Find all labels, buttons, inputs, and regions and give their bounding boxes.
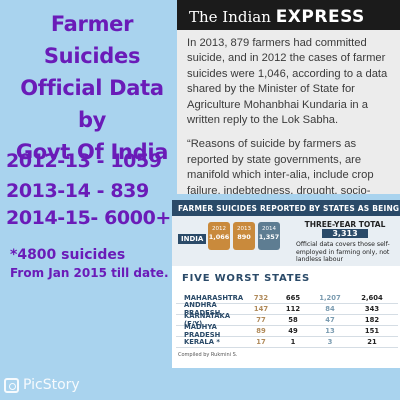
news-body: In 2013, 879 farmers had committed suici… — [177, 30, 400, 194]
news-paragraph-1: In 2013, 879 farmers had committed suici… — [187, 37, 388, 127]
stat-2014-15: 2014-15- 6000+ — [6, 207, 171, 229]
year-label: 2013 — [237, 226, 251, 232]
masthead-express: EXPRESS — [275, 7, 365, 27]
year-value: 890 — [237, 233, 251, 241]
cell: 2,604 — [361, 294, 383, 302]
cell: 1 — [290, 338, 296, 346]
table-row: KARNATAKA (F/Y) 77 58 47 182 — [176, 312, 398, 328]
state-name: ANDHRA PRADESH — [184, 301, 221, 317]
headline: Farmer Suicides Official Data by Govt Of… — [6, 8, 178, 168]
cell: 151 — [364, 327, 380, 335]
three-year-value: 3,313 — [322, 229, 368, 238]
cell: 665 — [285, 294, 301, 302]
cell: 47 — [325, 316, 335, 324]
cell: 13 — [325, 327, 335, 335]
state-name: KERALA * — [184, 338, 220, 346]
cell: 77 — [256, 316, 266, 324]
year-summary: INDIA 2012 1,066 2013 890 2014 1,357 THR… — [172, 216, 400, 266]
table-row: MADHYA PRADESH 89 49 13 151 — [176, 323, 398, 339]
table-row: MAHARASHTRA 732 665 1,207 2,604 — [176, 293, 398, 304]
stat-2012-13: 2012-13 - 1059 — [6, 150, 162, 172]
watermark-text: PicStory — [23, 377, 80, 393]
news-paragraph-2: “Reasons of suicide by farmers as report… — [187, 138, 374, 194]
cell: 182 — [364, 316, 380, 324]
footnote-line-2: From Jan 2015 till date. — [10, 266, 169, 280]
table-clipping: FARMER SUICIDES REPORTED BY STATES AS BE… — [172, 200, 400, 368]
year-box-2014: 2014 1,357 — [258, 222, 280, 250]
state-table: MAHARASHTRA 732 665 1,207 2,604 ANDHRA P… — [176, 293, 398, 348]
three-year-title: THREE-YEAR TOTAL — [304, 220, 386, 229]
cell: 84 — [325, 305, 335, 313]
cell: 343 — [364, 305, 380, 313]
year-box-2013: 2013 890 — [233, 222, 255, 250]
footnote: *4800 suicides From Jan 2015 till date. — [10, 246, 180, 282]
cell: 58 — [288, 316, 298, 324]
compiled-credit: Compiled by Rukmini S. — [178, 352, 238, 358]
india-label: INDIA — [178, 234, 207, 244]
state-name: MAHARASHTRA — [184, 294, 244, 302]
year-value: 1,066 — [208, 233, 230, 241]
table-header: FARMER SUICIDES REPORTED BY STATES AS BE… — [172, 200, 400, 216]
cell: 17 — [256, 338, 266, 346]
headline-line-1: Farmer Suicides — [43, 12, 141, 68]
cell: 21 — [367, 338, 377, 346]
year-value: 1,357 — [258, 233, 280, 241]
year-label: 2012 — [212, 226, 226, 232]
news-clipping: The Indian EXPRESS In 2013, 879 farmers … — [177, 0, 400, 194]
cell: 112 — [285, 305, 301, 313]
stat-2013-14: 2013-14 - 839 — [6, 180, 149, 202]
table-row: KERALA * 17 1 3 21 — [176, 337, 398, 348]
state-name: MADHYA PRADESH — [184, 323, 221, 339]
table-row: ANDHRA PRADESH 147 112 84 343 — [176, 301, 398, 317]
newspaper-masthead: The Indian EXPRESS — [177, 0, 400, 30]
year-label: 2014 — [262, 226, 276, 232]
state-name: KARNATAKA (F/Y) — [184, 312, 231, 328]
five-worst-title: FIVE WORST STATES — [182, 273, 311, 284]
cell: 89 — [256, 327, 266, 335]
cell: 732 — [253, 294, 269, 302]
year-box-2012: 2012 1,066 — [208, 222, 230, 250]
picstory-watermark: PicStory — [4, 377, 80, 393]
headline-line-3: Govt Of India — [15, 140, 169, 164]
footnote-line-1: *4800 suicides — [10, 247, 126, 263]
three-year-description: Official data covers those self-employed… — [296, 241, 390, 263]
masthead-the: The Indian — [189, 8, 271, 26]
cell: 1,207 — [319, 294, 341, 302]
cell: 147 — [253, 305, 269, 313]
headline-line-2: Official Data by — [20, 76, 164, 132]
three-year-total: THREE-YEAR TOTAL 3,313 Official data cov… — [296, 220, 394, 264]
cell: 49 — [288, 327, 298, 335]
camera-icon — [4, 377, 19, 393]
cell: 3 — [327, 338, 333, 346]
